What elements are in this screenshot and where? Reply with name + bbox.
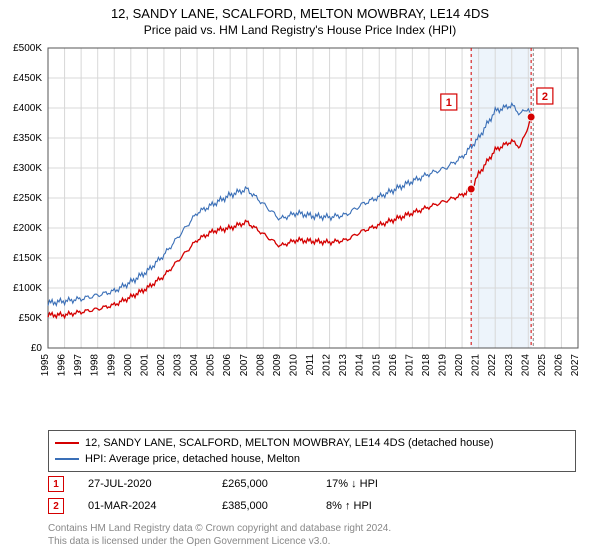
svg-text:2027: 2027 — [570, 354, 581, 377]
title-main: 12, SANDY LANE, SCALFORD, MELTON MOWBRAY… — [0, 6, 600, 21]
legend-label-2: HPI: Average price, detached house, Melt… — [85, 451, 300, 467]
svg-text:2008: 2008 — [255, 354, 266, 377]
svg-text:£400K: £400K — [13, 103, 42, 114]
svg-text:1995: 1995 — [40, 354, 51, 377]
svg-text:2018: 2018 — [421, 354, 432, 377]
svg-text:2026: 2026 — [553, 354, 564, 377]
svg-text:£0: £0 — [31, 343, 43, 354]
event-marker-1: 1 — [48, 476, 64, 492]
svg-text:1998: 1998 — [90, 354, 101, 377]
svg-text:£300K: £300K — [13, 163, 42, 174]
svg-text:2025: 2025 — [537, 354, 548, 377]
svg-text:2015: 2015 — [371, 354, 382, 377]
legend-label-1: 12, SANDY LANE, SCALFORD, MELTON MOWBRAY… — [85, 435, 494, 451]
event-delta-2: 8% ↑ HPI — [326, 500, 416, 512]
svg-text:2003: 2003 — [173, 354, 184, 377]
event-marker-1-num: 1 — [53, 479, 59, 490]
svg-text:2024: 2024 — [520, 354, 531, 377]
line-chart: £0£50K£100K£150K£200K£250K£300K£350K£400… — [48, 48, 578, 388]
svg-text:£250K: £250K — [13, 193, 42, 204]
legend-row-2: HPI: Average price, detached house, Melt… — [55, 451, 569, 467]
svg-text:£100K: £100K — [13, 283, 42, 294]
svg-text:2007: 2007 — [239, 354, 250, 377]
svg-text:2017: 2017 — [404, 354, 415, 377]
svg-text:2019: 2019 — [438, 354, 449, 377]
svg-text:1996: 1996 — [57, 354, 68, 377]
svg-text:£200K: £200K — [13, 223, 42, 234]
events-block: 1 27-JUL-2020 £265,000 17% ↓ HPI 2 01-MA… — [48, 470, 576, 514]
svg-text:2005: 2005 — [206, 354, 217, 377]
svg-text:2006: 2006 — [222, 354, 233, 377]
event-date-1: 27-JUL-2020 — [88, 478, 198, 490]
chart-area: £0£50K£100K£150K£200K£250K£300K£350K£400… — [48, 48, 578, 388]
title-sub: Price paid vs. HM Land Registry's House … — [0, 23, 600, 37]
event-marker-2-num: 2 — [53, 501, 59, 512]
svg-text:£150K: £150K — [13, 253, 42, 264]
svg-text:2014: 2014 — [355, 354, 366, 377]
event-row-1: 1 27-JUL-2020 £265,000 17% ↓ HPI — [48, 476, 576, 492]
svg-text:2020: 2020 — [454, 354, 465, 377]
footer-line-2: This data is licensed under the Open Gov… — [48, 535, 576, 548]
svg-text:1: 1 — [446, 97, 452, 109]
svg-text:2000: 2000 — [123, 354, 134, 377]
svg-text:2016: 2016 — [388, 354, 399, 377]
svg-text:2001: 2001 — [139, 354, 150, 377]
event-row-2: 2 01-MAR-2024 £385,000 8% ↑ HPI — [48, 498, 576, 514]
svg-text:2004: 2004 — [189, 354, 200, 377]
svg-text:2012: 2012 — [322, 354, 333, 377]
legend-swatch-1 — [55, 442, 79, 444]
legend-row-1: 12, SANDY LANE, SCALFORD, MELTON MOWBRAY… — [55, 435, 569, 451]
svg-text:2009: 2009 — [272, 354, 283, 377]
svg-text:£50K: £50K — [19, 313, 43, 324]
svg-text:2011: 2011 — [305, 354, 316, 376]
svg-text:1999: 1999 — [106, 354, 117, 377]
event-marker-2: 2 — [48, 498, 64, 514]
svg-text:2021: 2021 — [471, 354, 482, 377]
svg-text:2022: 2022 — [487, 354, 498, 377]
svg-text:2013: 2013 — [338, 354, 349, 377]
event-price-1: £265,000 — [222, 478, 302, 490]
event-price-2: £385,000 — [222, 500, 302, 512]
chart-container: 12, SANDY LANE, SCALFORD, MELTON MOWBRAY… — [0, 0, 600, 560]
title-block: 12, SANDY LANE, SCALFORD, MELTON MOWBRAY… — [0, 0, 600, 37]
svg-text:2002: 2002 — [156, 354, 167, 377]
svg-text:2010: 2010 — [288, 354, 299, 377]
event-delta-1: 17% ↓ HPI — [326, 478, 416, 490]
footer-line-1: Contains HM Land Registry data © Crown c… — [48, 522, 576, 535]
svg-text:£350K: £350K — [13, 133, 42, 144]
legend-swatch-2 — [55, 458, 79, 460]
footer: Contains HM Land Registry data © Crown c… — [48, 522, 576, 548]
svg-text:2023: 2023 — [504, 354, 515, 377]
legend: 12, SANDY LANE, SCALFORD, MELTON MOWBRAY… — [48, 430, 576, 472]
svg-text:£450K: £450K — [13, 73, 42, 84]
event-date-2: 01-MAR-2024 — [88, 500, 198, 512]
svg-text:1997: 1997 — [73, 354, 84, 377]
svg-text:2: 2 — [542, 91, 548, 103]
svg-text:£500K: £500K — [13, 43, 42, 54]
